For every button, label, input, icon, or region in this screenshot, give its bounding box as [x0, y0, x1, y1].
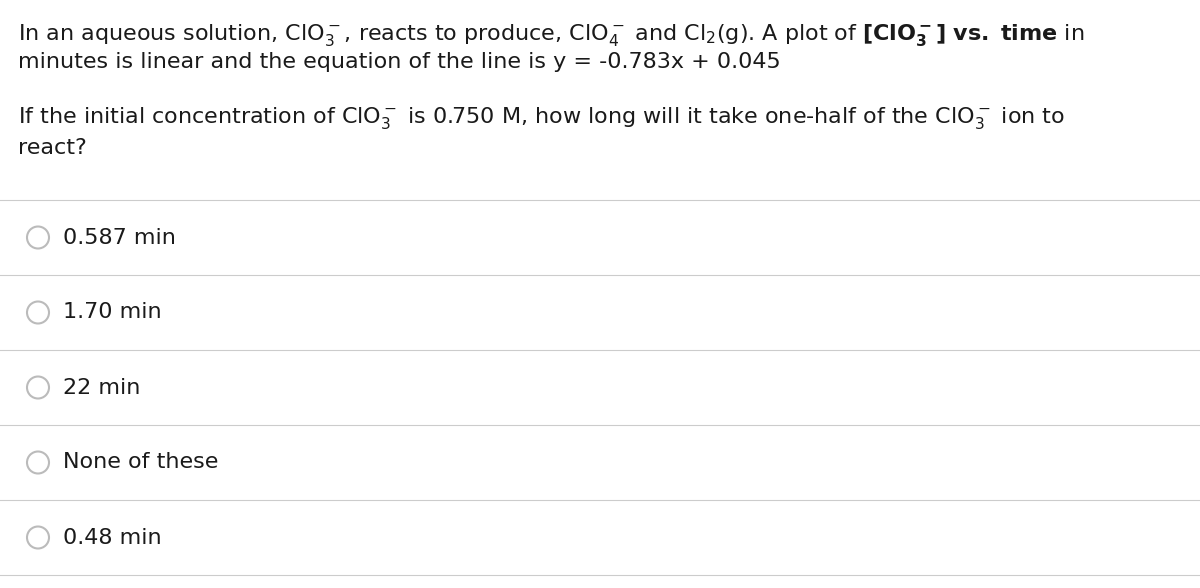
Text: If the initial concentration of ClO$_3^-$ is 0.750 M, how long will it take one-: If the initial concentration of ClO$_3^-… [18, 105, 1064, 131]
Text: react?: react? [18, 138, 86, 158]
Text: minutes is linear and the equation of the line is y = -0.783x + 0.045: minutes is linear and the equation of th… [18, 52, 781, 72]
Text: In an aqueous solution, ClO$_3^-$, reacts to produce, ClO$_4^-$ and Cl$_2$(g). A: In an aqueous solution, ClO$_3^-$, react… [18, 22, 1085, 48]
Text: 22 min: 22 min [64, 377, 140, 397]
Text: 1.70 min: 1.70 min [64, 302, 162, 322]
Text: None of these: None of these [64, 453, 218, 473]
Text: 0.48 min: 0.48 min [64, 527, 162, 547]
Text: 0.587 min: 0.587 min [64, 228, 176, 248]
